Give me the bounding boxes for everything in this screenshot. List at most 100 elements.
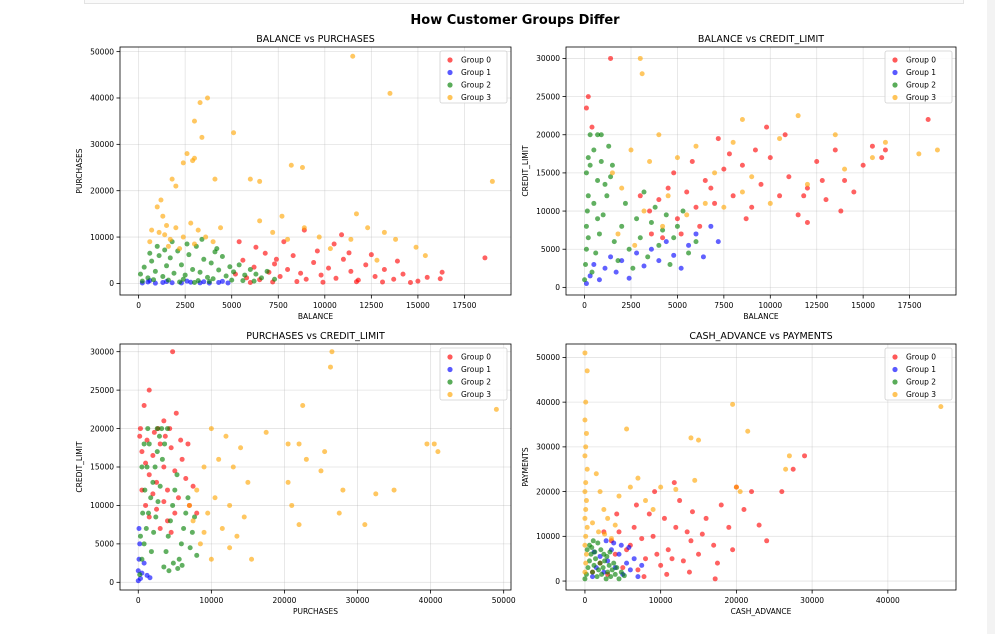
data-point <box>665 547 671 553</box>
data-point <box>223 273 229 279</box>
legend-box <box>884 347 953 401</box>
data-point <box>225 280 231 286</box>
data-point <box>639 562 645 568</box>
data-point <box>174 472 180 478</box>
data-point <box>823 197 829 203</box>
data-point <box>165 487 171 493</box>
data-point <box>141 441 147 447</box>
data-point <box>212 176 218 182</box>
data-point <box>227 264 233 270</box>
subplot-4: 0 10000 20000 30000 40000 0 10000 20000 30000 400… <box>521 331 957 616</box>
data-point <box>596 277 602 283</box>
data-point <box>611 560 617 566</box>
data-point <box>658 484 664 490</box>
axes-frame <box>119 343 512 591</box>
data-point <box>143 526 149 531</box>
data-point <box>208 556 214 562</box>
data-point <box>607 549 613 555</box>
data-point <box>223 433 229 439</box>
data-point <box>601 506 607 512</box>
data-point <box>604 193 610 199</box>
legend-box <box>884 50 953 104</box>
data-point <box>201 529 207 535</box>
data-point <box>626 545 632 551</box>
data-point <box>584 524 590 530</box>
data-point <box>176 556 182 562</box>
data-point <box>693 231 699 237</box>
data-point <box>167 236 173 242</box>
data-point <box>214 246 220 252</box>
data-point <box>316 234 322 240</box>
data-point <box>148 495 154 501</box>
data-point <box>153 514 159 520</box>
data-point <box>590 520 596 526</box>
data-point <box>288 162 294 168</box>
y-tick-label: 10000 <box>536 207 560 216</box>
x-tick-label: 10000 <box>758 301 782 310</box>
data-point <box>689 509 695 515</box>
legend-label: Group 2 <box>461 378 491 387</box>
data-point <box>137 575 143 581</box>
data-point <box>595 178 601 184</box>
data-point <box>663 239 669 245</box>
data-point <box>164 222 170 228</box>
right-scrollbar[interactable] <box>987 0 995 634</box>
data-point <box>301 225 307 231</box>
data-point <box>415 278 421 284</box>
data-point <box>721 204 727 210</box>
data-point <box>591 200 597 206</box>
subplot-1: 0 2500 5000 7500 10000 12500 15000 17500 0 10000 2… <box>75 34 512 321</box>
y-tick-label: 20000 <box>536 487 560 496</box>
data-point <box>185 495 191 501</box>
data-point <box>708 185 714 191</box>
data-point <box>832 147 838 153</box>
data-point <box>168 529 174 535</box>
data-point <box>154 449 160 455</box>
data-point <box>582 350 588 356</box>
data-point <box>227 545 233 551</box>
data-point <box>139 278 145 284</box>
data-point <box>619 258 625 264</box>
data-point <box>400 271 406 277</box>
x-tick-label: 20000 <box>273 596 297 605</box>
data-point <box>588 551 594 557</box>
data-point <box>606 143 612 149</box>
series-group-1 <box>583 223 721 287</box>
data-point <box>161 564 167 570</box>
data-point <box>586 558 592 564</box>
data-point <box>663 212 669 218</box>
data-point <box>712 576 718 582</box>
data-point <box>180 276 186 282</box>
data-point <box>340 487 346 493</box>
data-point <box>327 246 333 252</box>
data-point <box>439 269 445 275</box>
data-point <box>157 526 163 531</box>
data-point <box>137 433 143 439</box>
x-tick-label: 0 <box>136 596 141 605</box>
data-point <box>584 208 590 214</box>
series-group-3 <box>582 350 944 575</box>
data-point <box>671 170 677 176</box>
data-point <box>173 225 179 231</box>
data-point <box>205 95 211 101</box>
data-point <box>154 243 160 249</box>
x-tick-label: 5000 <box>668 301 687 310</box>
x-tick-label: 15000 <box>851 301 875 310</box>
series-group-3 <box>186 349 499 562</box>
x-tick-label: 10000 <box>313 301 337 310</box>
x-tick-label: 50000 <box>492 596 516 605</box>
data-point <box>595 132 601 138</box>
data-point <box>236 262 242 268</box>
data-point <box>686 250 692 256</box>
data-point <box>391 276 397 282</box>
data-point <box>165 277 171 283</box>
data-point <box>339 232 345 238</box>
data-point <box>245 479 251 485</box>
y-tick-label: 10000 <box>90 233 114 242</box>
data-point <box>277 273 283 279</box>
y-tick-label: 10000 <box>90 501 114 510</box>
data-point <box>602 265 608 271</box>
data-point <box>289 502 295 508</box>
data-point <box>201 464 207 470</box>
data-point <box>190 518 196 524</box>
